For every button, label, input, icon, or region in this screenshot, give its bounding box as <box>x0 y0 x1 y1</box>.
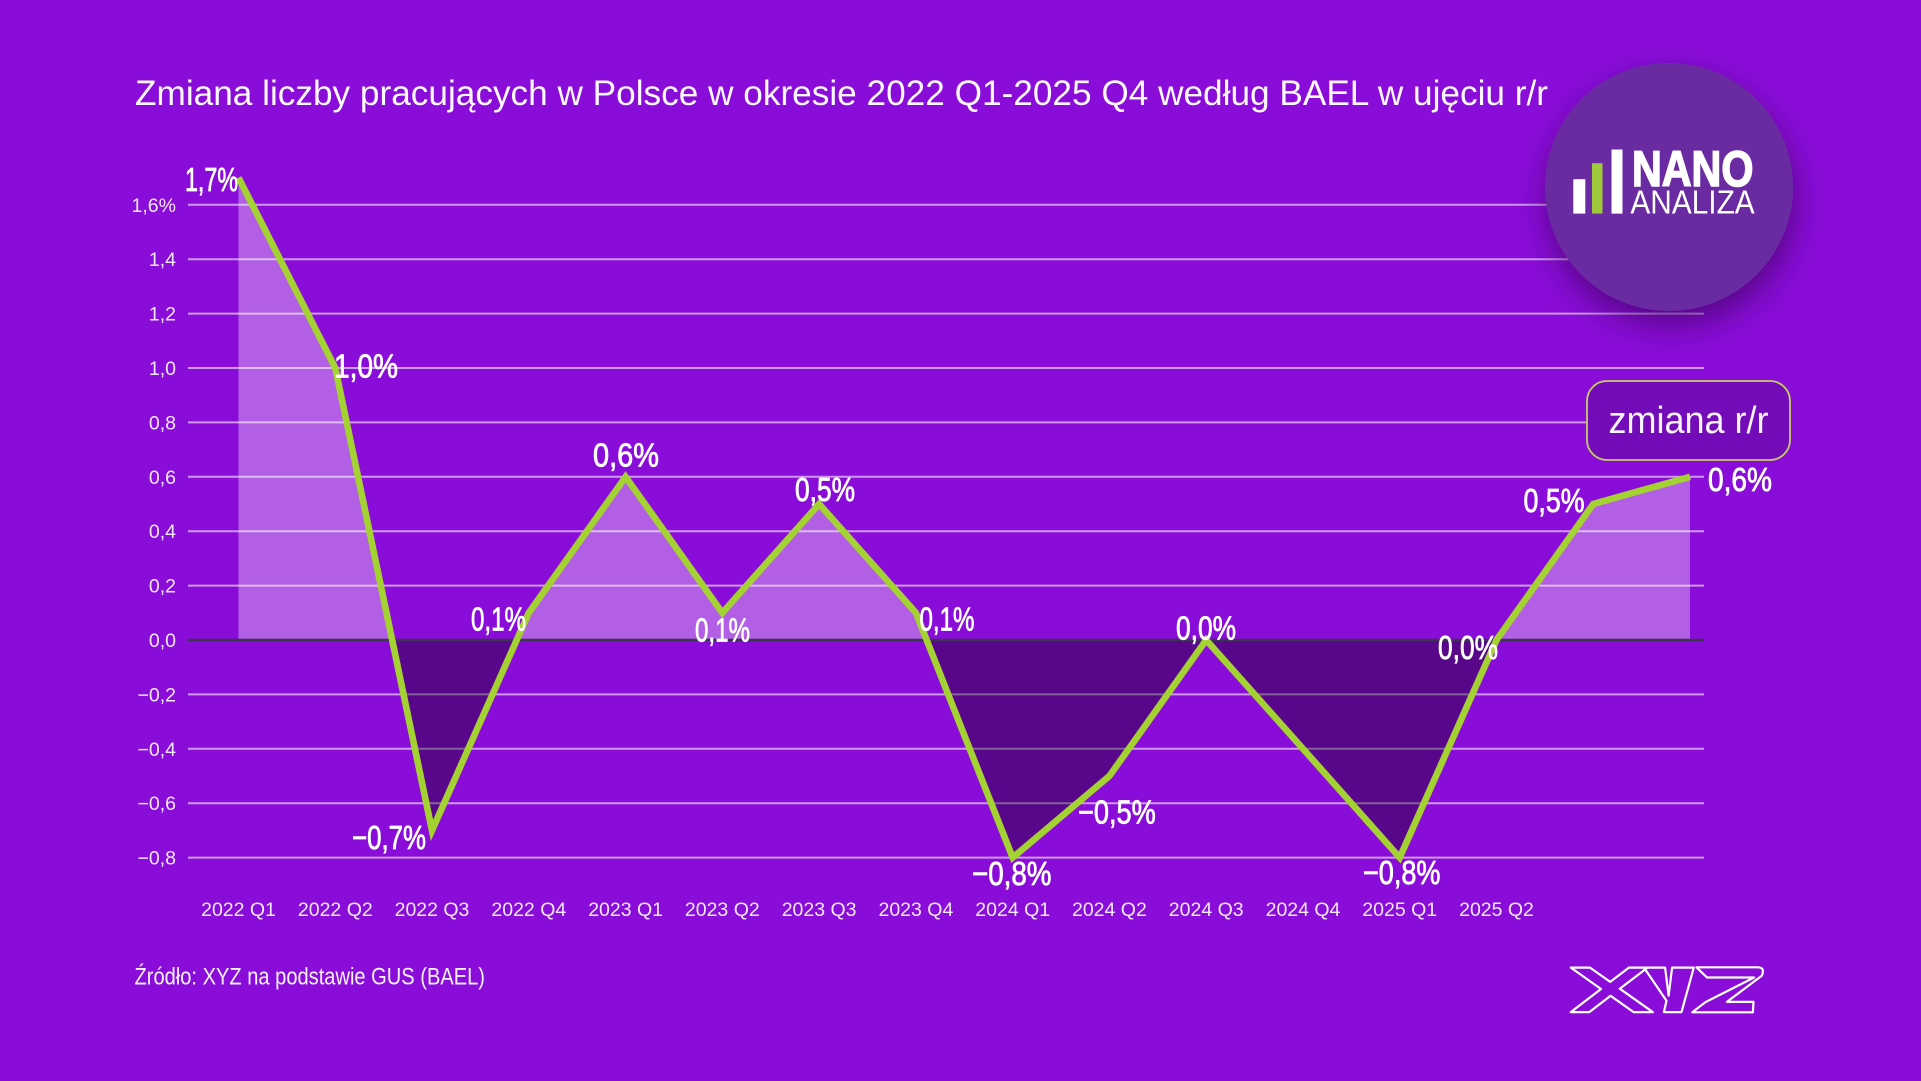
svg-text:2024 Q1: 2024 Q1 <box>975 899 1050 921</box>
svg-text:2023 Q4: 2023 Q4 <box>878 899 953 921</box>
svg-text:1,2: 1,2 <box>149 304 176 326</box>
svg-text:−0,7%: −0,7% <box>352 820 426 857</box>
svg-text:0,6%: 0,6% <box>593 438 659 475</box>
svg-text:2022 Q2: 2022 Q2 <box>298 899 373 921</box>
svg-text:2022 Q1: 2022 Q1 <box>201 899 276 921</box>
svg-text:Źródło: XYZ na podstawie GUS (: Źródło: XYZ na podstawie GUS (BAEL) <box>135 964 486 991</box>
svg-text:−0,6: −0,6 <box>138 793 177 815</box>
svg-text:2025 Q2: 2025 Q2 <box>1459 899 1534 921</box>
svg-text:−0,2: −0,2 <box>138 684 177 706</box>
svg-text:−0,8: −0,8 <box>138 848 177 870</box>
svg-text:0,5%: 0,5% <box>1524 483 1585 520</box>
svg-text:1,6%: 1,6% <box>132 195 176 217</box>
svg-text:2025 Q1: 2025 Q1 <box>1362 899 1437 921</box>
svg-text:NANO: NANO <box>1632 141 1753 197</box>
svg-text:ANALIZA: ANALIZA <box>1630 184 1754 221</box>
svg-text:0,4: 0,4 <box>149 521 176 543</box>
svg-text:zmiana r/r: zmiana r/r <box>1609 400 1769 442</box>
svg-text:−0,4: −0,4 <box>138 739 177 761</box>
svg-text:−0,8%: −0,8% <box>972 856 1052 893</box>
svg-text:2024 Q2: 2024 Q2 <box>1072 899 1147 921</box>
svg-text:2023 Q3: 2023 Q3 <box>782 899 857 921</box>
svg-text:0,6%: 0,6% <box>1708 462 1772 499</box>
svg-text:1,7%: 1,7% <box>185 162 238 199</box>
svg-text:0,5%: 0,5% <box>795 472 855 509</box>
svg-text:0,8: 0,8 <box>149 412 176 434</box>
svg-text:0,1%: 0,1% <box>695 612 750 649</box>
svg-text:1,0: 1,0 <box>149 358 176 380</box>
svg-text:0,0: 0,0 <box>149 630 176 652</box>
svg-text:2022 Q4: 2022 Q4 <box>491 899 566 921</box>
svg-text:0,1%: 0,1% <box>471 602 526 639</box>
svg-text:0,0%: 0,0% <box>1438 630 1498 667</box>
svg-text:1,0%: 1,0% <box>334 349 398 386</box>
svg-text:Zmiana liczby pracujących w Po: Zmiana liczby pracujących w Polsce w okr… <box>135 74 1548 113</box>
svg-text:1,4: 1,4 <box>149 249 176 271</box>
svg-text:2022 Q3: 2022 Q3 <box>395 899 470 921</box>
svg-text:0,1%: 0,1% <box>920 602 975 639</box>
svg-text:−0,8%: −0,8% <box>1363 855 1441 892</box>
svg-text:2023 Q2: 2023 Q2 <box>685 899 760 921</box>
svg-text:−0,5%: −0,5% <box>1078 795 1156 832</box>
svg-text:2024 Q4: 2024 Q4 <box>1266 899 1341 921</box>
svg-text:0,6: 0,6 <box>149 467 176 489</box>
svg-text:2023 Q1: 2023 Q1 <box>588 899 663 921</box>
svg-text:0,0%: 0,0% <box>1176 611 1236 648</box>
svg-text:0,2: 0,2 <box>149 576 176 598</box>
svg-text:2024 Q3: 2024 Q3 <box>1169 899 1244 921</box>
